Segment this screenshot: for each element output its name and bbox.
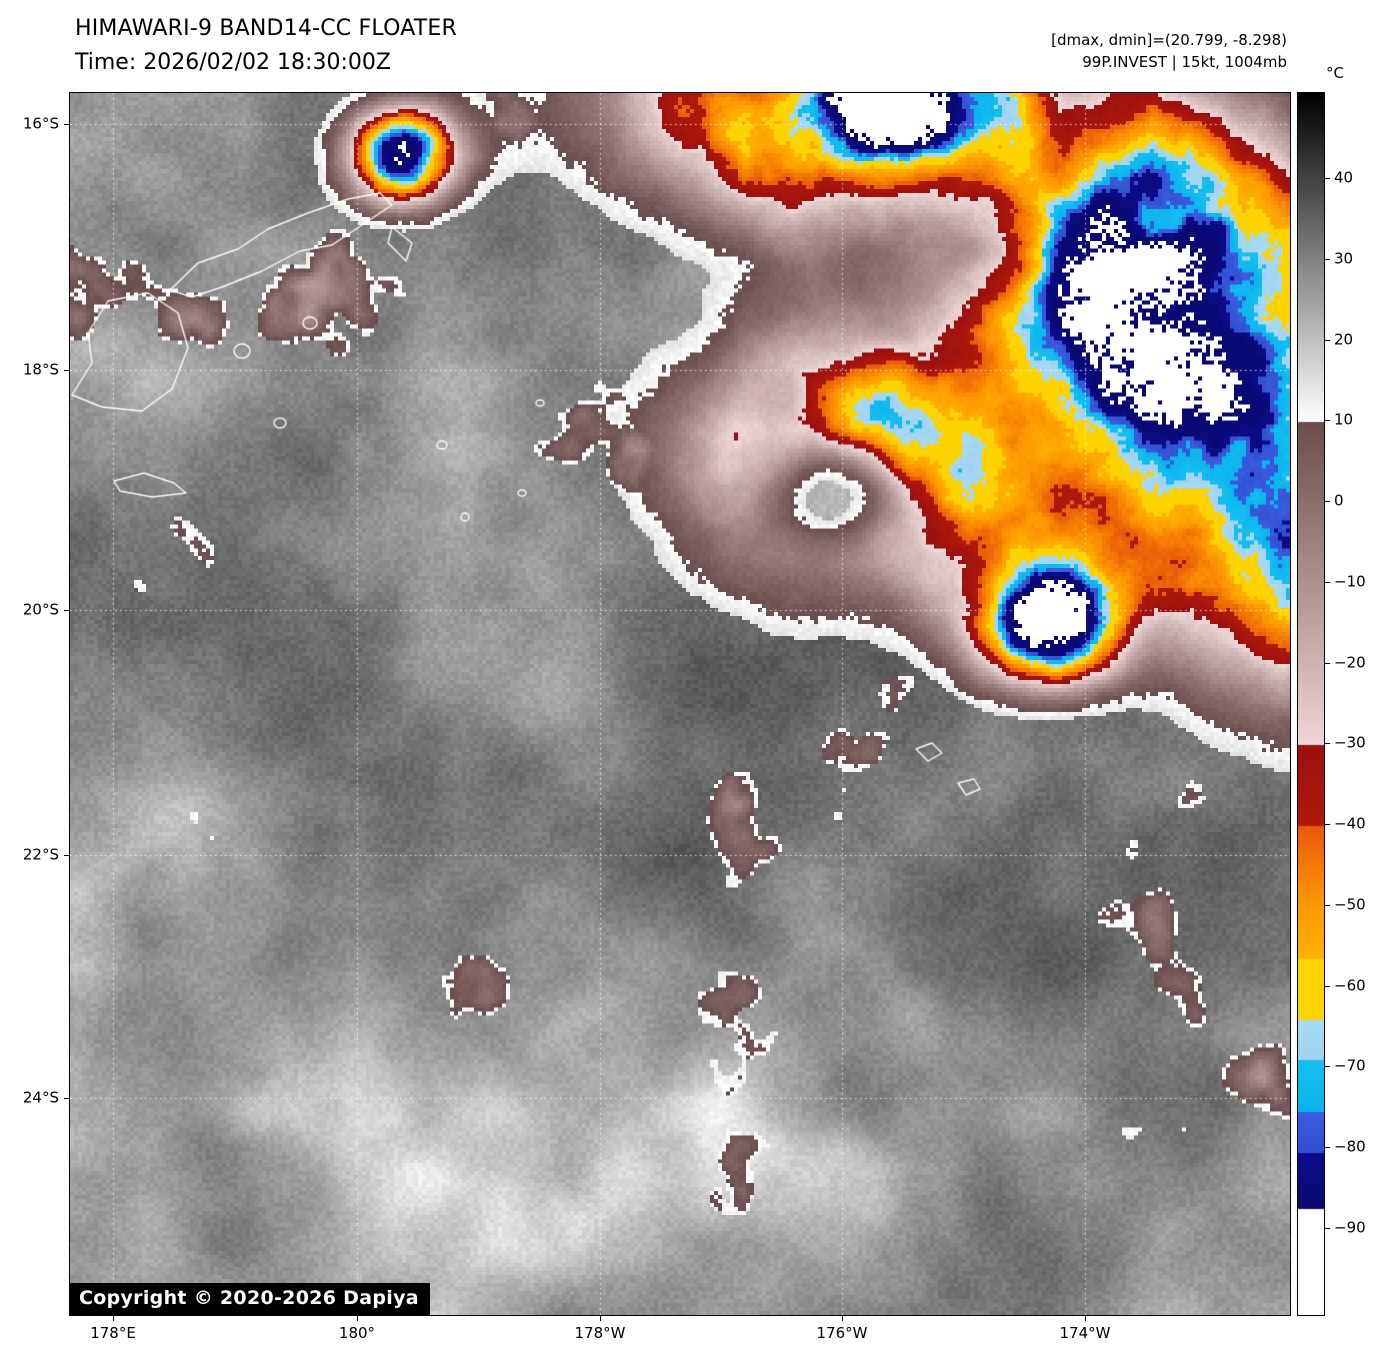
colorbar-tick	[1325, 420, 1330, 422]
lon-tick	[357, 1316, 358, 1321]
lon-tick	[1085, 1316, 1086, 1321]
lat-tick	[64, 1098, 69, 1099]
temperature-colorbar	[1298, 93, 1324, 1315]
colorbar-tick	[1325, 178, 1330, 179]
colorbar-tick	[1325, 662, 1330, 664]
colorbar-tick	[1325, 501, 1330, 503]
grid-coastline-overlay	[70, 93, 1290, 1315]
colorbar-tick-label: 20	[1334, 330, 1354, 349]
lon-tick-label: 180°	[338, 1324, 376, 1342]
lat-tick-label: 18°S	[22, 360, 59, 379]
colorbar-tick	[1325, 743, 1330, 745]
lat-tick	[64, 370, 69, 371]
product-title: HIMAWARI-9 BAND14-CC FLOATER	[75, 16, 457, 41]
colorbar-tick-label: −70	[1334, 1056, 1366, 1075]
colorbar-tick	[1325, 1147, 1330, 1149]
lon-tick	[600, 1316, 601, 1321]
lon-tick-label: 178°W	[574, 1324, 626, 1342]
colorbar-tick	[1325, 1066, 1330, 1068]
lat-tick-label: 16°S	[22, 114, 59, 133]
colorbar-tick-label: 10	[1334, 410, 1354, 429]
colorbar-unit-label: °C	[1326, 64, 1344, 82]
product-time: Time: 2026/02/02 18:30:00Z	[75, 50, 391, 75]
lon-tick	[842, 1316, 843, 1321]
colorbar-tick-label: 30	[1334, 249, 1354, 268]
colorbar-tick-label: −40	[1334, 814, 1366, 833]
lat-tick-label: 24°S	[22, 1088, 59, 1107]
colorbar-tick-label: −60	[1334, 976, 1366, 995]
lat-tick	[64, 610, 69, 611]
colorbar-tick	[1325, 339, 1330, 341]
colorbar-tick-label: 40	[1334, 168, 1354, 187]
colorbar-tick	[1325, 824, 1330, 826]
lon-tick	[113, 1316, 114, 1321]
colorbar-tick	[1325, 1228, 1330, 1229]
colorbar-tick	[1325, 258, 1330, 260]
lat-tick	[64, 124, 69, 125]
colorbar-tick-label: −30	[1334, 733, 1366, 752]
colorbar-tick	[1325, 985, 1330, 987]
colorbar-tick-label: −90	[1334, 1218, 1366, 1237]
colorbar-tick	[1325, 581, 1330, 583]
colorbar-tick-label: −20	[1334, 653, 1366, 672]
lat-tick	[64, 855, 69, 856]
dmax-dmin-readout: [dmax, dmin]=(20.799, -8.298)	[1051, 31, 1287, 49]
colorbar-tick-label: 0	[1334, 491, 1344, 510]
lon-tick-label: 178°E	[90, 1324, 136, 1342]
satellite-map-area: Copyright © 2020-2026 Dapiya	[70, 93, 1290, 1315]
colorbar-tick-label: −80	[1334, 1137, 1366, 1156]
colorbar-tick-label: −50	[1334, 895, 1366, 914]
lon-tick-label: 176°W	[816, 1324, 868, 1342]
colorbar-tick-label: −10	[1334, 572, 1366, 591]
storm-info-readout: 99P.INVEST | 15kt, 1004mb	[1082, 53, 1287, 71]
copyright-badge: Copyright © 2020-2026 Dapiya	[70, 1283, 430, 1315]
lat-tick-label: 22°S	[22, 845, 59, 864]
lon-tick-label: 174°W	[1059, 1324, 1111, 1342]
lat-tick-label: 20°S	[22, 600, 59, 619]
colorbar-tick	[1325, 904, 1330, 906]
